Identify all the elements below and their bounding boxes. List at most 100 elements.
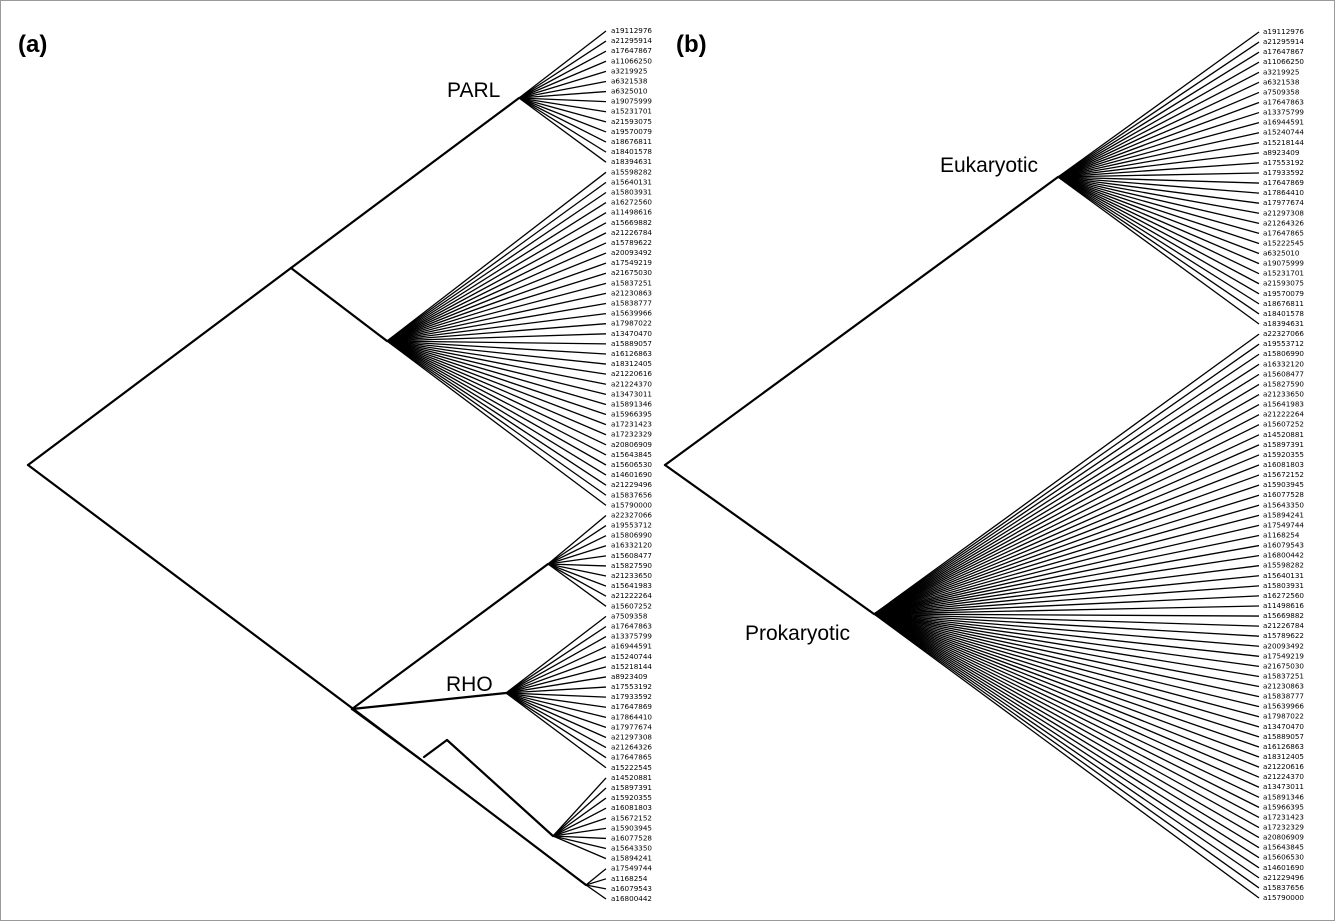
leaf-label: a14520881	[611, 773, 652, 782]
leaf-branch	[552, 817, 607, 837]
leaf-branch	[386, 340, 607, 476]
leaf-label: a15222545	[611, 763, 652, 772]
panel-b-branches	[663, 31, 1260, 899]
leaf-branch	[518, 97, 607, 143]
leaf-label: a21224370	[611, 379, 652, 388]
leaf-branch	[585, 884, 607, 890]
leaf-label: a15643350	[1263, 500, 1304, 509]
leaf-branch	[386, 340, 607, 436]
panel-b-tree: (b) a19112976a21295914a17647867a11066250…	[663, 27, 1304, 902]
leaf-label: a17647869	[1263, 178, 1304, 187]
leaf-label: a15643350	[611, 844, 652, 853]
leaf-label: a15889057	[611, 339, 652, 348]
panel-b-leaf-labels: a19112976a21295914a17647867a11066250a321…	[1263, 27, 1304, 902]
leaf-label: a15789622	[1263, 631, 1304, 640]
leaf-label: a21224370	[1263, 772, 1304, 781]
leaf-branch	[518, 97, 607, 133]
leaf-branch	[386, 181, 607, 342]
leaf-label: a21222264	[1263, 410, 1304, 419]
leaf-label: a15897391	[1263, 440, 1304, 449]
leaf-label: a16081803	[1263, 460, 1304, 469]
leaf-label: a11498616	[611, 208, 652, 217]
leaf-label: a15803931	[1263, 581, 1304, 590]
leaf-label: a15606530	[611, 460, 652, 469]
leaf-label: a19075999	[1263, 259, 1304, 268]
leaf-label: a17647869	[611, 702, 652, 711]
leaf-label: a19112976	[611, 26, 652, 35]
leaf-branch	[873, 613, 1260, 829]
leaf-label: a15889057	[1263, 732, 1304, 741]
leaf-branch	[518, 80, 607, 99]
clade-label-eukaryotic: Eukaryotic	[940, 154, 1038, 177]
leaf-branch	[873, 424, 1260, 615]
leaf-label: a6325010	[1263, 249, 1300, 258]
leaf-label: a18312405	[1263, 752, 1304, 761]
leaf-label: a19075999	[611, 97, 652, 106]
leaf-branch	[873, 613, 1260, 798]
leaf-branch	[386, 212, 607, 342]
leaf-label: a15789622	[611, 238, 652, 247]
leaf-label: a13473011	[1263, 782, 1304, 791]
leaf-branch	[386, 340, 607, 385]
leaf-label: a15672152	[611, 813, 652, 822]
leaf-label: a17987022	[611, 319, 652, 328]
leaf-branch	[547, 563, 607, 587]
leaf-branch	[386, 242, 607, 342]
leaf-label: a18312405	[611, 359, 652, 368]
leaf-branch	[552, 787, 607, 837]
leaf-branch	[873, 613, 1260, 879]
leaf-branch	[552, 835, 607, 840]
leaf-branch	[547, 563, 607, 577]
leaf-label: a17231423	[1263, 812, 1304, 821]
leaf-branch	[873, 504, 1260, 615]
leaf-branch	[873, 474, 1260, 615]
leaf-branch	[386, 340, 607, 506]
leaf-label: a15641983	[611, 581, 652, 590]
leaf-branch	[585, 884, 607, 900]
leaf-branch	[873, 613, 1260, 698]
leaf-branch	[505, 666, 607, 694]
leaf-label: a17987022	[1263, 712, 1304, 721]
leaf-branch	[386, 202, 607, 342]
leaf-label: a15608477	[611, 551, 652, 560]
leaf-branch	[518, 97, 607, 163]
leaf-branch	[386, 340, 607, 375]
leaf-branch	[386, 333, 607, 342]
leaf-branch	[873, 544, 1260, 615]
leaf-label: a15640131	[1263, 571, 1304, 580]
leaf-label: a15598282	[1263, 561, 1304, 570]
leaf-branch	[873, 393, 1260, 615]
leaf-label: a15643845	[611, 450, 652, 459]
leaf-label: a21264326	[611, 743, 652, 752]
leaf-label: a7509358	[611, 611, 648, 620]
leaf-label: a15607252	[1263, 420, 1304, 429]
leaf-branch	[585, 878, 607, 886]
leaf-branch	[386, 222, 607, 342]
leaf-label: a15639966	[611, 309, 652, 318]
leaf-label: a15790000	[1263, 893, 1304, 902]
leaf-branch	[1057, 41, 1260, 178]
leaf-branch	[552, 835, 607, 850]
leaf-branch	[1057, 176, 1260, 204]
leaf-branch	[1057, 176, 1260, 255]
leaf-label: a16126863	[611, 349, 652, 358]
leaf-branch	[1057, 91, 1260, 178]
leaf-branch	[873, 613, 1260, 869]
leaf-label: a16079543	[611, 884, 652, 893]
leaf-branch	[873, 414, 1260, 615]
leaf-label: a6321538	[1263, 77, 1300, 86]
leaf-label: a21675030	[611, 268, 652, 277]
leaf-branch	[873, 613, 1260, 728]
leaf-branch	[1057, 172, 1260, 178]
leaf-label: a16332120	[611, 541, 652, 550]
leaf-label: a6321538	[611, 76, 648, 85]
leaf-branch	[1057, 111, 1260, 178]
leaf-branch	[505, 686, 607, 694]
leaf-branch	[873, 613, 1260, 678]
leaf-branch	[1057, 142, 1260, 178]
leaf-branch	[505, 676, 607, 694]
leaf-label: a15894241	[1263, 510, 1304, 519]
internal-branch	[26, 266, 293, 467]
leaf-label: a15669882	[611, 218, 652, 227]
internal-branch	[422, 738, 449, 759]
